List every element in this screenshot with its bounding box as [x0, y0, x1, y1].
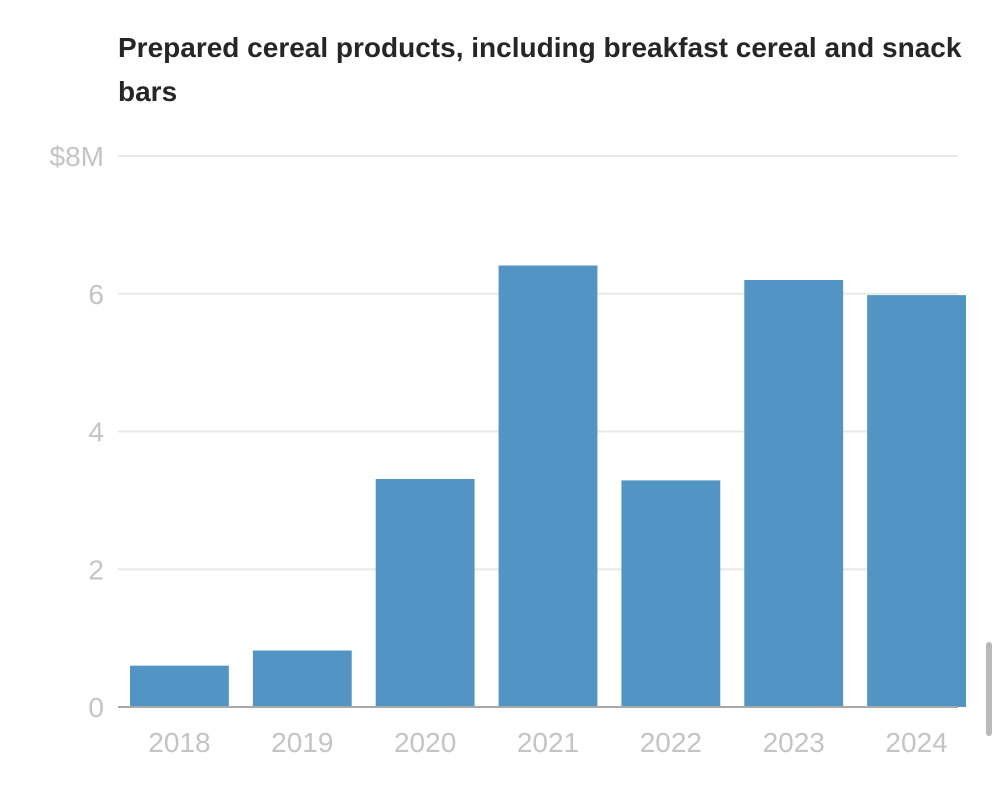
x-tick-label-2019: 2019: [271, 727, 333, 758]
bar-2023: [744, 279, 844, 707]
chart-title: Prepared cereal products, including brea…: [118, 32, 962, 107]
bar-2019: [252, 650, 352, 707]
x-tick-label-2023: 2023: [763, 727, 825, 758]
y-tick-label: 4: [88, 417, 104, 448]
x-tick-label-2024: 2024: [885, 727, 947, 758]
bar-2020: [375, 479, 475, 707]
y-tick-label: 6: [88, 279, 104, 310]
bar-2024: [867, 295, 966, 707]
y-tick-label: 0: [88, 692, 104, 723]
y-tick-label: $8M: [50, 141, 104, 172]
x-tick-label-2022: 2022: [640, 727, 702, 758]
bars: [130, 265, 966, 707]
x-tick-label-2020: 2020: [394, 727, 456, 758]
bar-2022: [621, 480, 721, 707]
x-tick-label-2021: 2021: [517, 727, 579, 758]
bar-2021: [498, 265, 598, 707]
y-tick-label: 2: [88, 554, 104, 585]
x-tick-label-2018: 2018: [148, 727, 210, 758]
y-axis-ticks: 0 2 4 6 $8M: [50, 141, 104, 723]
scrollbar-thumb[interactable]: [986, 642, 992, 736]
x-axis-ticks: 2018 2019 2020 2021 2022 2023 2024: [148, 727, 947, 758]
bar-2018: [130, 665, 229, 707]
